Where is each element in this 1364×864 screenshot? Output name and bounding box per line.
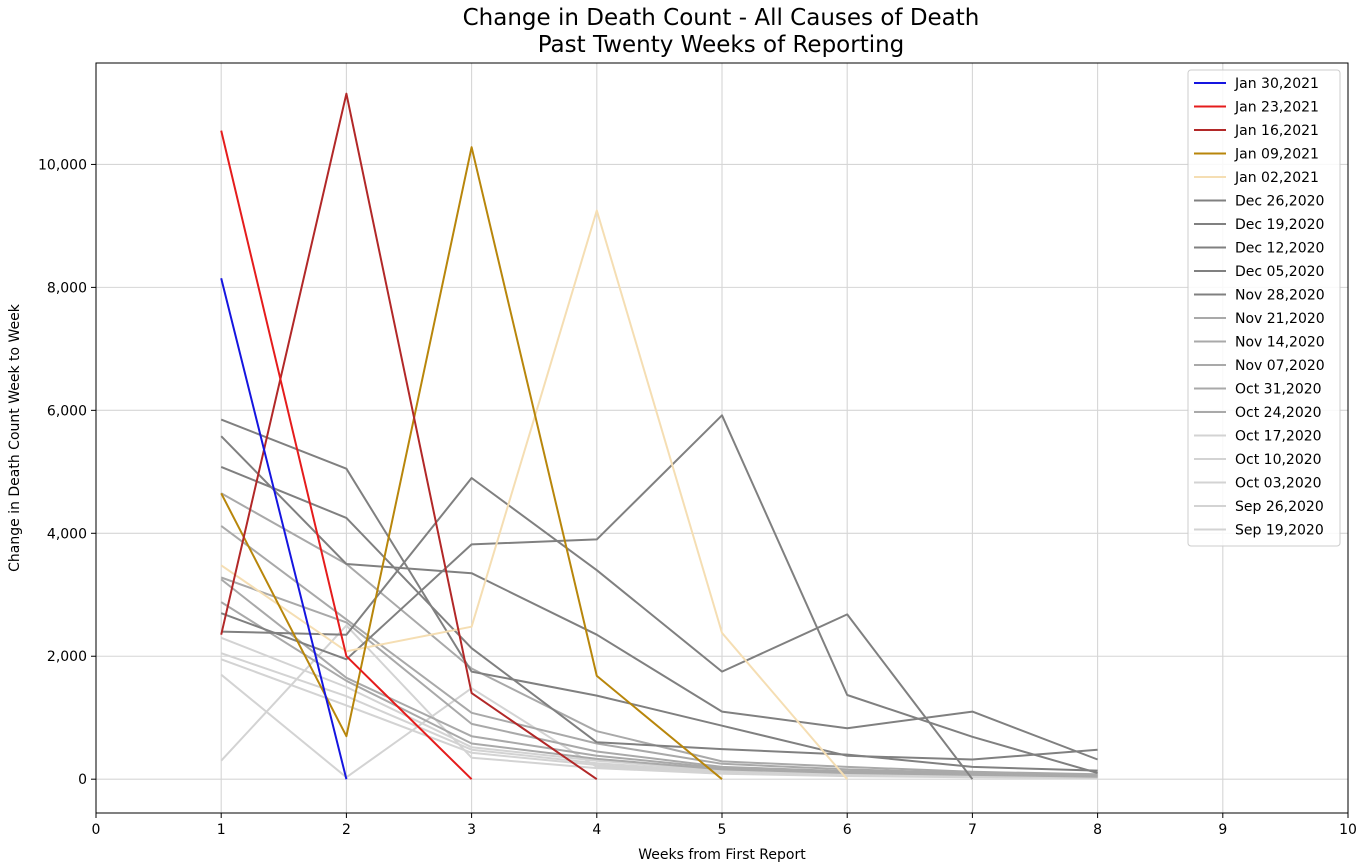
series-line — [220, 209, 848, 780]
legend-label: Dec 19,2020 — [1235, 217, 1324, 233]
x-axis-label: Weeks from First Report — [638, 847, 806, 863]
legend: Jan 30,2021 Jan 23,2021 Jan 16,2021 Jan 09,… — [1187, 69, 1341, 547]
legend-label: Jan 30,2021 — [1234, 76, 1319, 92]
legend-label: Nov 14,2020 — [1235, 335, 1325, 351]
legend-label: Dec 12,2020 — [1235, 241, 1324, 257]
legend-label: Sep 19,2020 — [1235, 523, 1324, 539]
chart-title-line-2: Past Twenty Weeks of Reporting — [538, 32, 905, 58]
legend-label: Jan 23,2021 — [1234, 100, 1319, 116]
legend-label: Oct 17,2020 — [1235, 429, 1322, 445]
legend-label: Nov 07,2020 — [1235, 358, 1325, 374]
series-lines — [220, 92, 1098, 781]
series-line — [220, 92, 598, 781]
y-tick-label: 0 — [78, 772, 87, 788]
y-tick-label: 2,000 — [47, 649, 87, 665]
legend-label: Nov 28,2020 — [1235, 288, 1325, 304]
axis-ticks: 0 1 2 3 4 5 6 7 8 9 10 0 2,000 4,000 6,000 8,000 10,000 — [38, 157, 1357, 838]
series-line — [220, 418, 1098, 761]
x-tick-label: 4 — [592, 822, 601, 838]
series-line — [220, 492, 1098, 776]
legend-label: Jan 09,2021 — [1234, 147, 1319, 163]
legend-label: Oct 31,2020 — [1235, 382, 1322, 398]
series-line — [220, 435, 1098, 761]
series-line — [221, 477, 974, 780]
legend-box — [1187, 69, 1341, 547]
y-tick-label: 10,000 — [38, 157, 87, 173]
y-tick-label: 4,000 — [47, 526, 87, 542]
x-tick-label: 2 — [342, 822, 351, 838]
legend-label: Oct 24,2020 — [1235, 405, 1322, 421]
legend-label: Oct 03,2020 — [1235, 476, 1322, 492]
x-tick-label: 8 — [1093, 822, 1102, 838]
series-line — [220, 130, 473, 780]
x-tick-label: 0 — [92, 822, 101, 838]
y-axis-label: Change in Death Count Week to Week — [7, 303, 23, 572]
series-line — [220, 624, 1098, 779]
series-line — [220, 277, 348, 780]
x-tick-label: 3 — [467, 822, 476, 838]
legend-label: Dec 05,2020 — [1235, 264, 1324, 280]
x-tick-label: 6 — [843, 822, 852, 838]
x-tick-label: 1 — [217, 822, 226, 838]
y-tick-label: 8,000 — [47, 280, 87, 296]
series-line — [220, 465, 1098, 772]
x-tick-label: 9 — [1218, 822, 1227, 838]
y-tick-label: 6,000 — [47, 403, 87, 419]
series-line — [220, 146, 723, 780]
x-tick-label: 7 — [968, 822, 977, 838]
legend-label: Nov 21,2020 — [1235, 311, 1325, 327]
legend-label: Jan 16,2021 — [1234, 123, 1319, 139]
x-tick-label: 10 — [1339, 822, 1357, 838]
chart-title-line-1: Change in Death Count - All Causes of De… — [463, 5, 980, 31]
legend-label: Dec 26,2020 — [1235, 194, 1324, 210]
x-tick-label: 5 — [718, 822, 727, 838]
legend-label: Sep 26,2020 — [1235, 499, 1324, 515]
legend-label: Jan 02,2021 — [1234, 170, 1319, 186]
series-line — [220, 414, 1098, 774]
legend-label: Oct 10,2020 — [1235, 452, 1322, 468]
grid — [95, 63, 1349, 813]
